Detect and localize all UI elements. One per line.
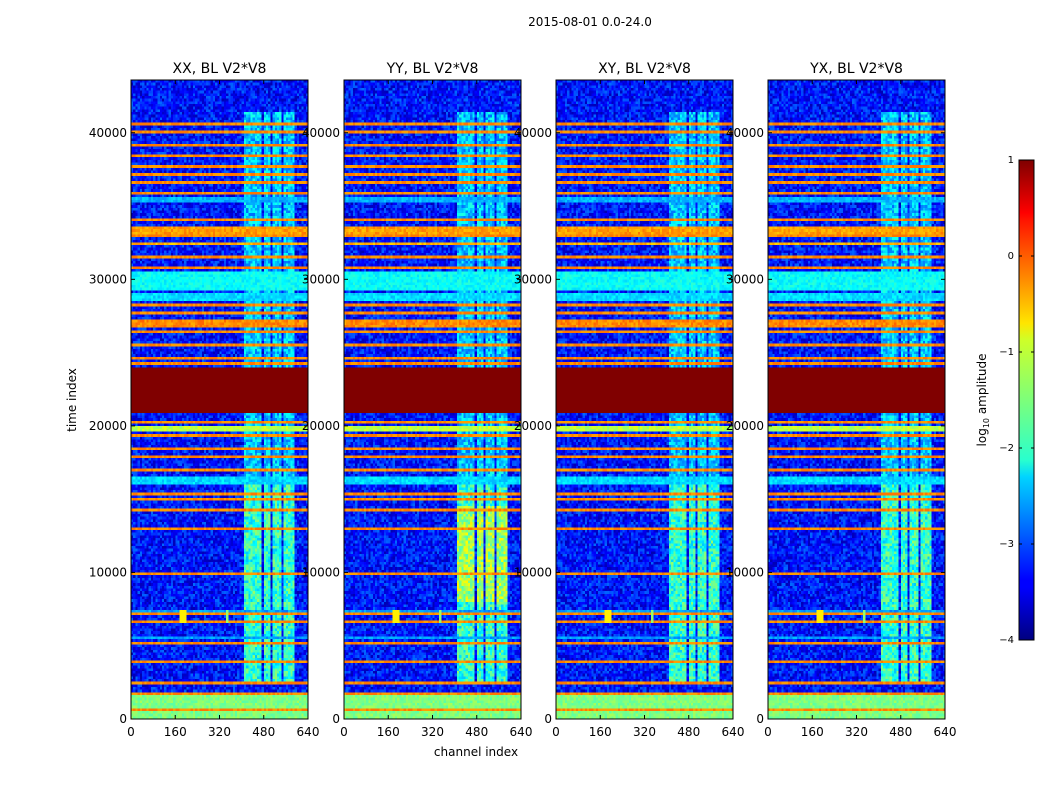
panels: XX, BL V2*V8 0 160 320 480 640 0 10000 20000 3000… <box>89 61 957 739</box>
y-tick-label: 10000 <box>302 565 340 579</box>
y-tick-label: 20000 <box>514 419 552 433</box>
panel: YX, BL V2*V8 0 160 320 480 640 0 10000 20000 3000… <box>726 61 957 739</box>
x-tick-label: 160 <box>164 725 187 739</box>
x-tick-label: 640 <box>510 725 533 739</box>
y-tick-label: 20000 <box>726 419 764 433</box>
x-tick-label: 640 <box>297 725 320 739</box>
panel-title: XX, BL V2*V8 <box>173 61 267 77</box>
x-tick-label: 0 <box>764 725 772 739</box>
colorbar-ticks: 1 0 −1 −2 −3 −4 <box>999 155 1034 646</box>
colorbar-gradient <box>1018 159 1035 641</box>
x-tick-label: 640 <box>934 725 957 739</box>
figure-suptitle: 2015-08-01 0.0-24.0 <box>528 15 652 29</box>
x-tick-label: 480 <box>889 725 912 739</box>
colorbar-tick-label: −1 <box>999 347 1014 358</box>
colorbar: 10−1−2−3−4 log10 amplitude <box>975 155 1035 646</box>
y-tick-label: 0 <box>332 712 340 726</box>
colorbar-tick-label: −3 <box>999 539 1014 550</box>
heatmap-image <box>556 80 733 719</box>
y-tick-label: 30000 <box>89 272 127 286</box>
y-tick-label: 10000 <box>89 565 127 579</box>
y-tick-label: 30000 <box>514 272 552 286</box>
colorbar-tick-label: 1 <box>1008 155 1014 166</box>
x-tick-label: 0 <box>127 725 135 739</box>
y-tick-label: 10000 <box>726 565 764 579</box>
heatmap-image <box>768 80 945 719</box>
colorbar-tick-label: −4 <box>999 635 1014 646</box>
x-tick-label: 160 <box>377 725 400 739</box>
colorbar-tick-label: 0 <box>1008 251 1014 262</box>
y-tick-label: 30000 <box>302 272 340 286</box>
panel: YY, BL V2*V8 0 160 320 480 640 0 10000 20000 3000… <box>302 61 533 739</box>
colorbar-label-suffix: amplitude <box>975 354 989 418</box>
y-tick-label: 0 <box>756 712 764 726</box>
heatmap-image <box>344 80 521 719</box>
y-tick-label: 0 <box>544 712 552 726</box>
x-tick-label: 0 <box>340 725 348 739</box>
y-tick-label: 30000 <box>726 272 764 286</box>
y-tick-label: 0 <box>119 712 127 726</box>
y-tick-label: 20000 <box>302 419 340 433</box>
x-tick-label: 0 <box>552 725 560 739</box>
y-tick-label: 20000 <box>89 419 127 433</box>
y-tick-label: 40000 <box>726 126 764 140</box>
x-tick-label: 480 <box>465 725 488 739</box>
x-tick-label: 480 <box>677 725 700 739</box>
x-axis-label: channel index <box>434 745 518 759</box>
x-tick-label: 640 <box>722 725 745 739</box>
colorbar-label: log10 amplitude <box>975 354 991 447</box>
x-tick-label: 160 <box>589 725 612 739</box>
y-tick-label: 10000 <box>514 565 552 579</box>
x-tick-label: 480 <box>252 725 275 739</box>
heatmap-image <box>131 80 308 719</box>
y-axis-label: time index <box>65 368 79 432</box>
y-tick-label: 40000 <box>302 126 340 140</box>
x-tick-label: 320 <box>208 725 231 739</box>
panel-title: YX, BL V2*V8 <box>809 61 903 77</box>
y-tick-label: 40000 <box>89 126 127 140</box>
panel: XX, BL V2*V8 0 160 320 480 640 0 10000 20000 3000… <box>89 61 320 739</box>
x-tick-label: 160 <box>801 725 824 739</box>
y-tick-label: 40000 <box>514 126 552 140</box>
colorbar-label-prefix: log <box>975 428 989 446</box>
x-tick-label: 320 <box>845 725 868 739</box>
x-tick-label: 320 <box>421 725 444 739</box>
colorbar-label-sub: 10 <box>982 418 991 428</box>
colorbar-tick-label: −2 <box>999 443 1014 454</box>
panel-title: YY, BL V2*V8 <box>386 61 479 77</box>
x-tick-label: 320 <box>633 725 656 739</box>
panel-title: XY, BL V2*V8 <box>598 61 691 77</box>
panel: XY, BL V2*V8 0 160 320 480 640 0 10000 20000 3000… <box>514 61 745 739</box>
